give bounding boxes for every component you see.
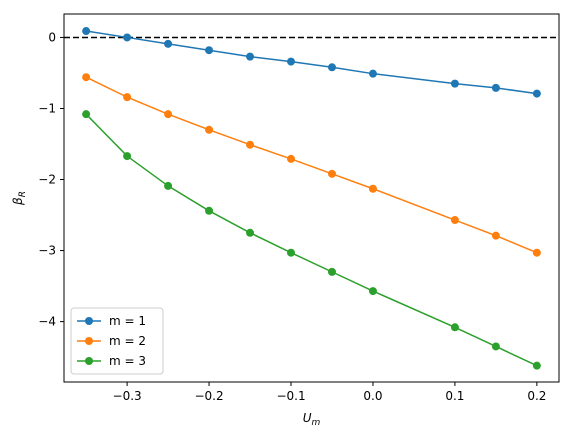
legend-marker-m2 [85, 337, 93, 345]
y-axis-label: βR [11, 191, 28, 206]
data-point-m2-10 [532, 248, 541, 257]
x-axis-label-subscript: m [312, 418, 321, 428]
data-point-m3-6 [327, 267, 336, 276]
data-point-m3-7 [368, 287, 377, 296]
data-point-m3-9 [491, 342, 500, 351]
y-axis-label-main: β [11, 197, 25, 206]
data-point-m2-3 [205, 125, 214, 134]
data-point-m1-6 [327, 63, 336, 72]
x-tick-label: −0.3 [113, 389, 142, 403]
x-tick-label: 0.0 [363, 389, 382, 403]
plot-area [64, 27, 559, 370]
legend-label-m3: m = 3 [109, 354, 146, 368]
x-axis-label: Um [303, 411, 321, 428]
x-tick-label: −0.2 [194, 389, 223, 403]
data-point-m1-5 [287, 57, 296, 66]
legend-label-m2: m = 2 [109, 334, 146, 348]
y-tick-label: 0 [48, 30, 56, 44]
data-point-m2-2 [164, 110, 173, 119]
legend-marker-m1 [85, 317, 93, 325]
y-tick-label: −3 [38, 244, 56, 258]
data-point-m2-0 [82, 73, 91, 82]
data-point-m2-8 [450, 216, 459, 225]
plot-frame [63, 13, 560, 383]
y-tick-label: −1 [38, 101, 56, 115]
data-point-m3-8 [450, 323, 459, 332]
data-point-m2-7 [368, 184, 377, 193]
data-point-m1-0 [82, 27, 91, 36]
data-point-m1-7 [368, 69, 377, 78]
data-point-m1-10 [532, 89, 541, 98]
data-point-m1-3 [205, 46, 214, 55]
data-point-m3-10 [532, 361, 541, 370]
data-point-m3-2 [164, 181, 173, 190]
data-point-m1-1 [123, 33, 132, 42]
x-tick-label: 0.1 [445, 389, 464, 403]
data-point-m3-1 [123, 152, 132, 161]
x-tick-label: 0.2 [527, 389, 546, 403]
data-point-m3-5 [287, 248, 296, 257]
data-point-m3-3 [205, 206, 214, 215]
y-axis-label-subscript: R [18, 191, 28, 197]
data-point-m1-2 [164, 39, 173, 48]
x-axis-label-main: U [303, 411, 312, 425]
legend-marker-m3 [85, 357, 93, 365]
y-tick-label: −4 [38, 315, 56, 329]
data-point-m2-4 [246, 140, 255, 149]
x-tick-label: −0.1 [276, 389, 305, 403]
y-tick-label: −2 [38, 173, 56, 187]
data-point-m2-5 [287, 154, 296, 163]
legend-label-m1: m = 1 [109, 314, 146, 328]
axes: −0.3 −0.2 −0.1 0.0 0.1 0.2 0 −1 −2 −3 −4 Um βR [11, 13, 560, 428]
data-point-m1-9 [491, 83, 500, 92]
data-point-m2-1 [123, 93, 132, 102]
data-point-m2-6 [327, 169, 336, 178]
legend: m = 1 m = 2 m = 3 [70, 307, 164, 375]
data-point-m1-8 [450, 79, 459, 88]
data-point-m3-0 [82, 110, 91, 119]
legend-box [70, 307, 164, 375]
data-point-m2-9 [491, 231, 500, 240]
data-point-m3-4 [246, 228, 255, 237]
data-point-m1-4 [246, 52, 255, 61]
